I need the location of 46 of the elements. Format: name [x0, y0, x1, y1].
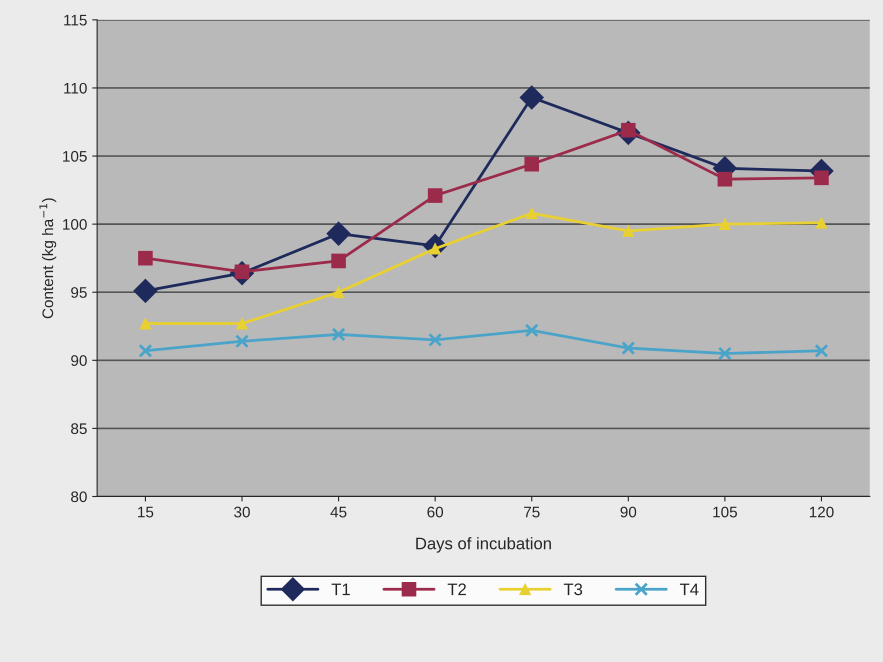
point [138, 344, 152, 358]
point [526, 207, 538, 220]
x-tick-label: 75 [524, 506, 540, 518]
point [622, 225, 634, 237]
y-tick-label: 85 [71, 423, 87, 434]
y-tick-label: 105 [63, 150, 87, 162]
x-tick-label: 90 [620, 506, 636, 518]
point [332, 286, 344, 298]
point [621, 341, 636, 356]
point [718, 218, 731, 230]
y-tick-label: 90 [71, 355, 87, 366]
x-tick-label: 120 [810, 506, 834, 518]
point [524, 323, 539, 338]
point [814, 344, 828, 358]
point [520, 85, 544, 110]
x-axis-title: Days of incubation [416, 537, 551, 553]
legend-label: T2 [448, 583, 466, 596]
point [236, 318, 248, 330]
legend-label: T4 [680, 584, 699, 596]
y-tick-label: 95 [71, 287, 87, 298]
point [524, 156, 540, 172]
point [133, 278, 158, 303]
x-tick-label: 30 [234, 506, 250, 518]
x-tick-label: 45 [330, 506, 346, 518]
point [816, 216, 828, 229]
x-tick-label: 60 [427, 506, 444, 518]
y-tick-label: 80 [71, 491, 87, 502]
point [428, 188, 442, 203]
point [331, 254, 346, 268]
point [140, 318, 152, 330]
y-tick-label: 115 [64, 14, 87, 26]
legend-label: T3 [564, 583, 582, 596]
legend-label: T1 [332, 584, 350, 596]
point [235, 334, 249, 348]
y-axis-title: Content (kg ha$^{−1}$) [39, 198, 56, 318]
point [718, 172, 732, 186]
y-tick-label: 100 [63, 219, 87, 230]
point [814, 170, 829, 186]
x-tick-label: 15 [138, 506, 154, 518]
point [326, 222, 351, 246]
point [138, 250, 153, 266]
point [332, 327, 346, 342]
x-tick-label: 105 [713, 506, 737, 518]
point [428, 332, 442, 347]
point [718, 346, 732, 360]
y-tick-label: 110 [64, 82, 87, 94]
